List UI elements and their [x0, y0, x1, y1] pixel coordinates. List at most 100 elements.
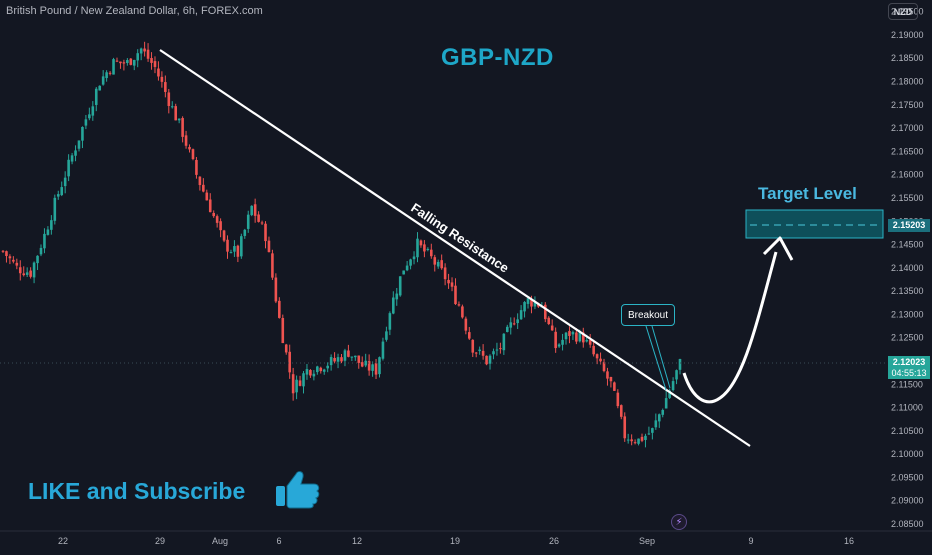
candle-up — [371, 364, 374, 371]
candle-down — [485, 355, 488, 365]
candle-up — [88, 114, 91, 119]
price-tick-label: 2.10000 — [891, 449, 924, 459]
candle-down — [609, 376, 613, 382]
candle-down — [568, 331, 571, 336]
falling-resistance-line[interactable] — [159, 49, 751, 447]
candle-up — [378, 357, 381, 375]
candle-up — [336, 357, 340, 362]
candle-down — [550, 325, 554, 331]
candle-down — [633, 442, 637, 444]
candle-up — [392, 297, 395, 314]
price-tick-label: 2.17500 — [891, 100, 924, 110]
candle-up — [105, 72, 108, 79]
candle-down — [602, 362, 606, 372]
candle-down — [260, 222, 264, 224]
candle-down — [512, 323, 516, 325]
candle-up — [246, 214, 250, 229]
candle-down — [146, 49, 150, 59]
candle-down — [5, 251, 8, 256]
candle-down — [630, 439, 633, 442]
candle-down — [226, 239, 229, 252]
candle-up — [668, 390, 671, 398]
candle-up — [412, 256, 416, 260]
time-tick-label: 19 — [450, 536, 460, 546]
candle-down — [430, 249, 433, 257]
candle-up — [488, 355, 492, 364]
candle-up — [77, 140, 81, 149]
candle-down — [12, 259, 15, 262]
candle-down — [461, 306, 464, 318]
price-tick-label: 2.16500 — [891, 146, 924, 156]
candle-up — [664, 398, 668, 409]
candle-up — [139, 48, 143, 54]
candle-up — [436, 261, 440, 267]
price-axis: 2.19500 2.19000 2.18500 2.18000 2.17500 2.170… — [891, 7, 924, 529]
lightning-icon[interactable]: ⚡ — [671, 514, 687, 530]
candle-up — [561, 339, 564, 345]
time-axis: 22 29 Aug 6 12 19 26 Sep 9 16 — [58, 536, 854, 546]
candle-down — [1, 250, 5, 252]
candle-down — [367, 361, 371, 371]
candle-up — [509, 322, 513, 328]
candle-down — [599, 358, 602, 362]
candle-down — [284, 344, 288, 353]
candle-up — [651, 428, 654, 433]
candle-up — [305, 369, 309, 375]
candle-up — [60, 187, 64, 196]
candle-up — [329, 357, 333, 366]
price-tick-label: 2.14500 — [891, 240, 924, 250]
candle-down — [205, 192, 209, 201]
candle-up — [671, 381, 675, 391]
candle-up — [132, 59, 136, 66]
candle-up — [402, 270, 405, 275]
time-tick-label: 26 — [549, 536, 559, 546]
candle-down — [606, 371, 609, 379]
current-price-tag: 2.12023 — [888, 356, 930, 368]
price-tick-label: 2.19000 — [891, 30, 924, 40]
candle-up — [409, 259, 412, 266]
candle-up — [405, 265, 409, 271]
candle-down — [468, 332, 471, 339]
candle-down — [29, 270, 32, 277]
candle-up — [526, 298, 530, 304]
candle-up — [495, 349, 499, 351]
projection-arrow — [682, 251, 778, 404]
candle-down — [18, 267, 22, 274]
candle-down — [450, 282, 454, 287]
candle-down — [191, 149, 195, 160]
candle-down — [595, 354, 599, 359]
candle-down — [281, 317, 285, 344]
candle-up — [25, 272, 29, 275]
candle-up — [678, 359, 682, 370]
symbol-title[interactable]: British Pound / New Zealand Dollar, 6h, … — [6, 5, 263, 17]
candle-up — [74, 150, 77, 156]
candle-up — [63, 177, 67, 187]
target-level-label: Target Level — [758, 184, 857, 203]
candle-up — [426, 248, 430, 250]
currency-button[interactable]: NZD — [888, 3, 918, 20]
candle-down — [122, 62, 126, 64]
candle-down — [198, 176, 202, 186]
price-tick-label: 2.16000 — [891, 170, 924, 180]
candle-up — [70, 155, 74, 162]
candle-down — [423, 244, 426, 252]
candle-down — [202, 184, 205, 192]
candle-down — [457, 304, 461, 306]
candle-down — [288, 351, 291, 373]
candle-down — [219, 221, 222, 231]
candle-down — [129, 58, 133, 65]
candle-down — [554, 331, 557, 349]
candle-up — [326, 365, 329, 369]
candle-up — [46, 229, 50, 235]
price-tick-label: 2.09500 — [891, 472, 924, 482]
thumbs-up-icon — [276, 471, 320, 509]
candle-down — [8, 256, 12, 259]
breakout-pointer-left — [645, 325, 667, 391]
candle-down — [119, 61, 122, 64]
price-tick-label: 2.11000 — [891, 403, 923, 413]
candle-down — [174, 106, 178, 121]
candle-down — [157, 68, 160, 77]
candle-up — [478, 349, 481, 352]
